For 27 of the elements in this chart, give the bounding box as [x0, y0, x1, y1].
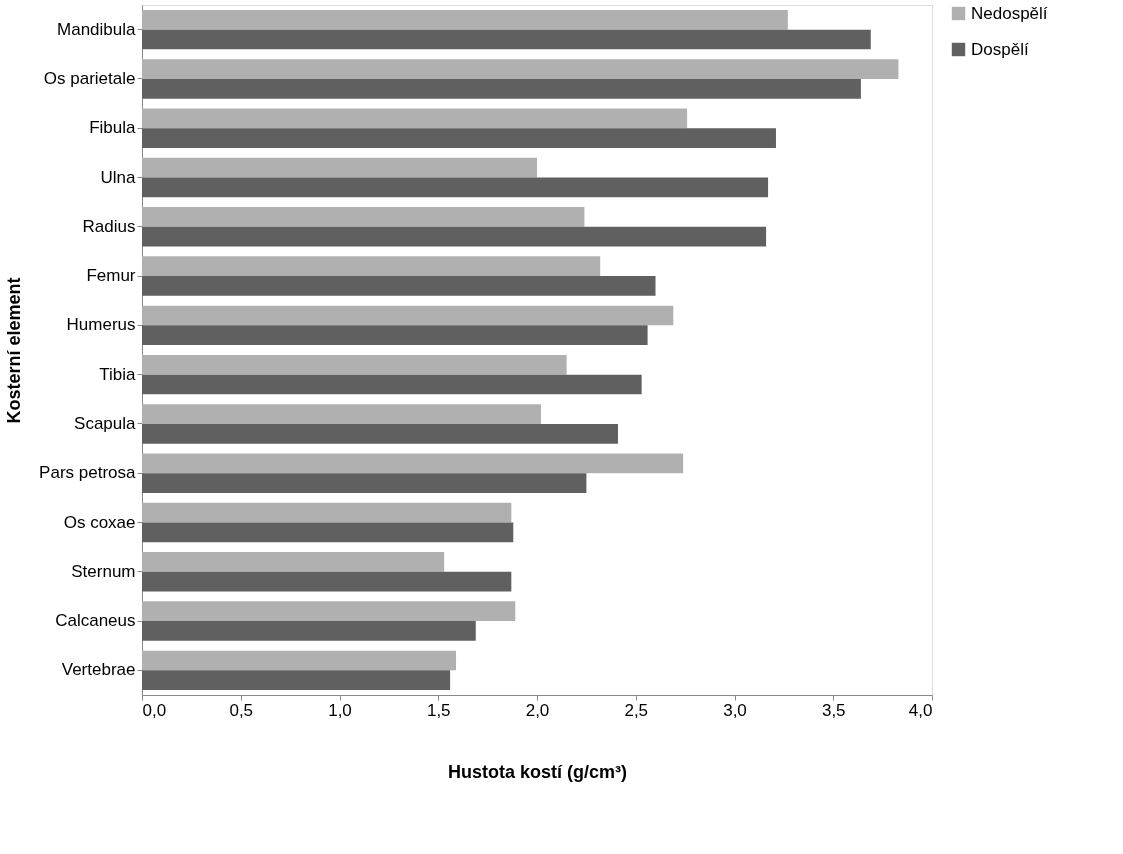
x-tick-label: 2,5	[624, 700, 649, 720]
y-tick-label: Fibula	[89, 118, 137, 138]
x-tick-label: 0,5	[229, 700, 254, 720]
y-axis-title: Kosterní element	[4, 277, 25, 424]
x-tick-label: 3,0	[723, 700, 747, 720]
y-tick-label: Femur	[86, 266, 136, 286]
y-tick-label: Humerus	[66, 315, 136, 335]
y-tick-label: Os coxae	[63, 512, 136, 532]
y-tick-label: Pars petrosa	[39, 463, 137, 483]
y-tick-label: Calcaneus	[55, 611, 136, 631]
x-tick-label: 0,0	[142, 700, 167, 720]
y-tick-label: Sternum	[71, 561, 136, 581]
y-tick-label: Mandibula	[57, 19, 137, 39]
x-tick-label: 3,5	[821, 700, 846, 720]
y-tick-label: Scapula	[74, 413, 137, 433]
legend-label: Dospělí	[971, 39, 1029, 59]
y-tick-label: Tibia	[99, 364, 137, 384]
x-tick-label: 2,0	[525, 700, 550, 720]
x-tick-label: 4,0	[908, 700, 933, 720]
x-tick-label: 1,5	[426, 700, 451, 720]
y-tick-label: Radius	[82, 216, 136, 236]
y-tick-label: Vertebrae	[61, 660, 136, 680]
y-tick-label: Os parietale	[43, 68, 136, 88]
x-tick-label: 1,0	[328, 700, 352, 720]
y-tick-label: Ulna	[100, 167, 137, 187]
legend-label: Nedospělí	[971, 3, 1048, 23]
x-axis-title: Hustota kostí (g/cm³)	[447, 761, 628, 782]
